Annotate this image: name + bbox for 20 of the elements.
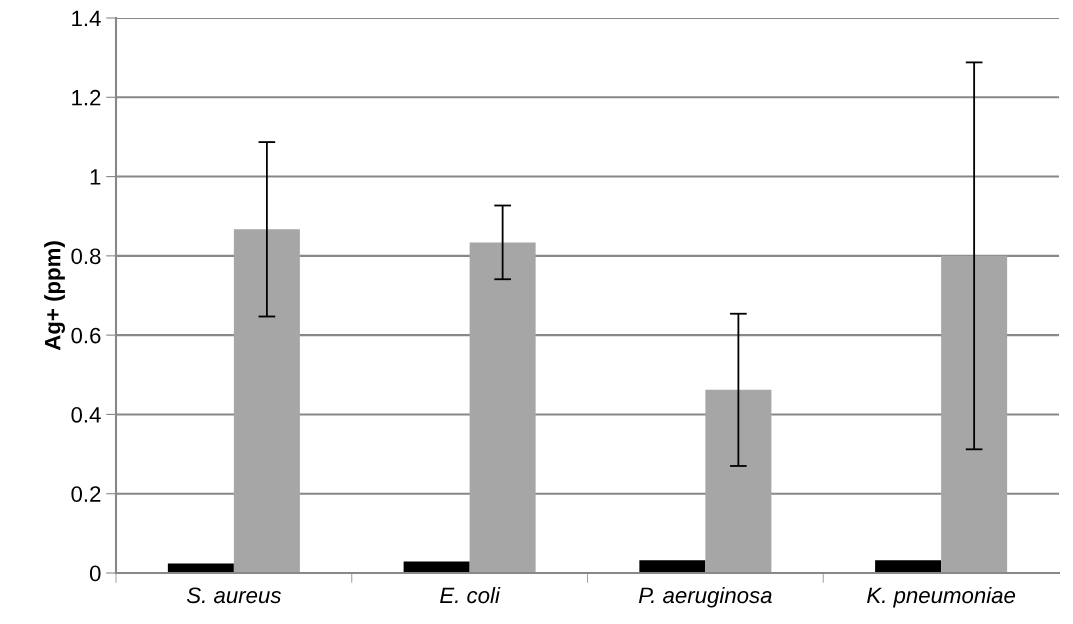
y-tick-label: 0.4 [71,406,101,423]
y-axis-title: Ag+ (ppm) [44,241,65,351]
bar [167,563,234,573]
y-tick-label: 0.2 [71,486,101,502]
x-tick-label: S. aureus [186,587,281,604]
y-tick-label: 1.4 [72,10,101,27]
x-tick-label: K. pneumoniae [867,586,1016,608]
x-tick-label: P. aeruginosa [638,586,772,608]
y-tick-label: 1.2 [72,89,101,106]
y-tick-label: 0 [89,565,101,582]
bar [705,389,772,573]
bar [639,560,706,573]
bar [233,229,300,573]
x-tick-label: E. coli [440,586,501,604]
bar [875,560,942,573]
bar [941,255,1008,573]
y-tick-label: 0.6 [71,327,101,344]
y-tick-label: 1 [90,169,101,185]
bar [469,242,536,573]
y-tick-label: 0.8 [71,248,101,265]
